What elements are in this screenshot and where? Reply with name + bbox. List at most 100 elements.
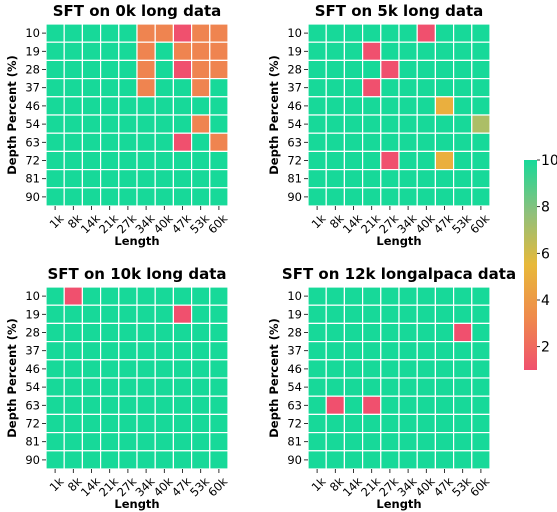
heatmap-cell [398, 413, 418, 434]
heatmap-cell [45, 132, 65, 152]
heatmap-cell [362, 77, 382, 98]
heatmap-cell [380, 286, 400, 306]
heatmap-cell [209, 41, 229, 62]
heatmap-cell [136, 96, 156, 116]
y-tick-label: 81 [25, 172, 40, 186]
y-tick-label: 19 [287, 307, 302, 321]
heatmap-cell [325, 132, 346, 152]
heatmap-cell [325, 77, 346, 98]
heatmap-cell [191, 322, 211, 343]
heatmap-cell [325, 41, 346, 62]
heatmap-cell [99, 23, 120, 43]
heatmap-cell [307, 413, 327, 434]
heatmap-cell [343, 322, 364, 343]
heatmap-cell [172, 304, 193, 325]
heatmap-cell [209, 114, 229, 134]
heatmap-cell [434, 286, 455, 306]
x-axis-label: Length [376, 497, 421, 511]
heatmap-cell [63, 395, 83, 416]
heatmap-cell [81, 432, 102, 452]
heatmap-cell [453, 377, 473, 397]
colorbar-gradient [524, 160, 537, 370]
heatmap-cell [362, 41, 382, 62]
heatmap-cell [343, 304, 364, 325]
heatmap-cell [209, 59, 229, 80]
heatmap-cell [63, 23, 83, 43]
heatmap-cell [118, 59, 138, 80]
heatmap-cell [398, 96, 418, 116]
colorbar-tick-label: 10 [541, 153, 557, 169]
heatmap-cell [191, 304, 211, 325]
heatmap-cell [362, 413, 382, 434]
heatmap-cell [45, 114, 65, 134]
heatmap-cell [154, 59, 174, 80]
y-tick-label: 10 [25, 289, 40, 303]
heatmap-cell [136, 450, 156, 470]
heatmap-cell [307, 132, 327, 152]
heatmap-cell [434, 450, 455, 470]
heatmap-cell [45, 286, 65, 306]
heatmap-cell [191, 150, 211, 171]
heatmap-cell [191, 41, 211, 62]
heatmap-cell [154, 432, 174, 452]
heatmap-cell [453, 96, 473, 116]
heatmap-cell [99, 187, 120, 207]
y-tick-label: 46 [25, 99, 40, 113]
heatmap-cell [380, 96, 400, 116]
heatmap-cell [307, 59, 327, 80]
heatmap-cell [45, 304, 65, 325]
heatmap-cell [136, 304, 156, 325]
heatmap-cell [99, 59, 120, 80]
heatmap-cell [99, 377, 120, 397]
y-tick-label: 28 [25, 326, 40, 340]
heatmap-cell [343, 341, 364, 361]
heatmap-cell [209, 132, 229, 152]
heatmap-cell [325, 432, 346, 452]
heatmap-cell [453, 304, 473, 325]
heatmap-cell [380, 59, 400, 80]
heatmap-cell [191, 359, 211, 379]
heatmap-cell [471, 59, 491, 80]
y-tick-label: 10 [287, 26, 302, 40]
heatmap-cell [154, 187, 174, 207]
heatmap-cell [191, 96, 211, 116]
heatmap-cell [343, 377, 364, 397]
heatmap-cell [471, 322, 491, 343]
heatmap-cell [154, 169, 174, 189]
heatmap-cell [99, 395, 120, 416]
x-tick-label: 60k [205, 211, 230, 236]
x-axis-label: Length [376, 234, 421, 248]
heatmap-cell [325, 322, 346, 343]
heatmap-cell [99, 286, 120, 306]
y-tick-label: 90 [287, 453, 302, 467]
heatmap-cell [453, 341, 473, 361]
heatmap-cell [118, 114, 138, 134]
heatmap-cell [416, 23, 437, 43]
heatmap-cell [325, 23, 346, 43]
heatmap-cell [118, 187, 138, 207]
panel-title: SFT on 5k long data [315, 2, 484, 20]
heatmap-cell [63, 169, 83, 189]
heatmap-cell [172, 150, 193, 171]
heatmap-cell [154, 77, 174, 98]
heatmap-cell [191, 286, 211, 306]
heatmap-cell [398, 286, 418, 306]
heatmap-cell [398, 432, 418, 452]
heatmap-cell [172, 450, 193, 470]
heatmap-cell [416, 413, 437, 434]
heatmap-cell [172, 322, 193, 343]
heatmap-cell [398, 359, 418, 379]
heatmap-cell [209, 286, 229, 306]
heatmap-cell [81, 413, 102, 434]
heatmap-cell [380, 341, 400, 361]
heatmap-cell [416, 150, 437, 171]
colorbar: 10 8 6 4 2 [524, 153, 557, 370]
heatmap-cell [45, 77, 65, 98]
heatmap-cell [172, 286, 193, 306]
heatmap-cell [398, 304, 418, 325]
heatmap-cell [325, 304, 346, 325]
heatmap-cell [380, 114, 400, 134]
heatmap-cell [81, 450, 102, 470]
heatmap-cell [398, 169, 418, 189]
heatmap-cell [362, 114, 382, 134]
